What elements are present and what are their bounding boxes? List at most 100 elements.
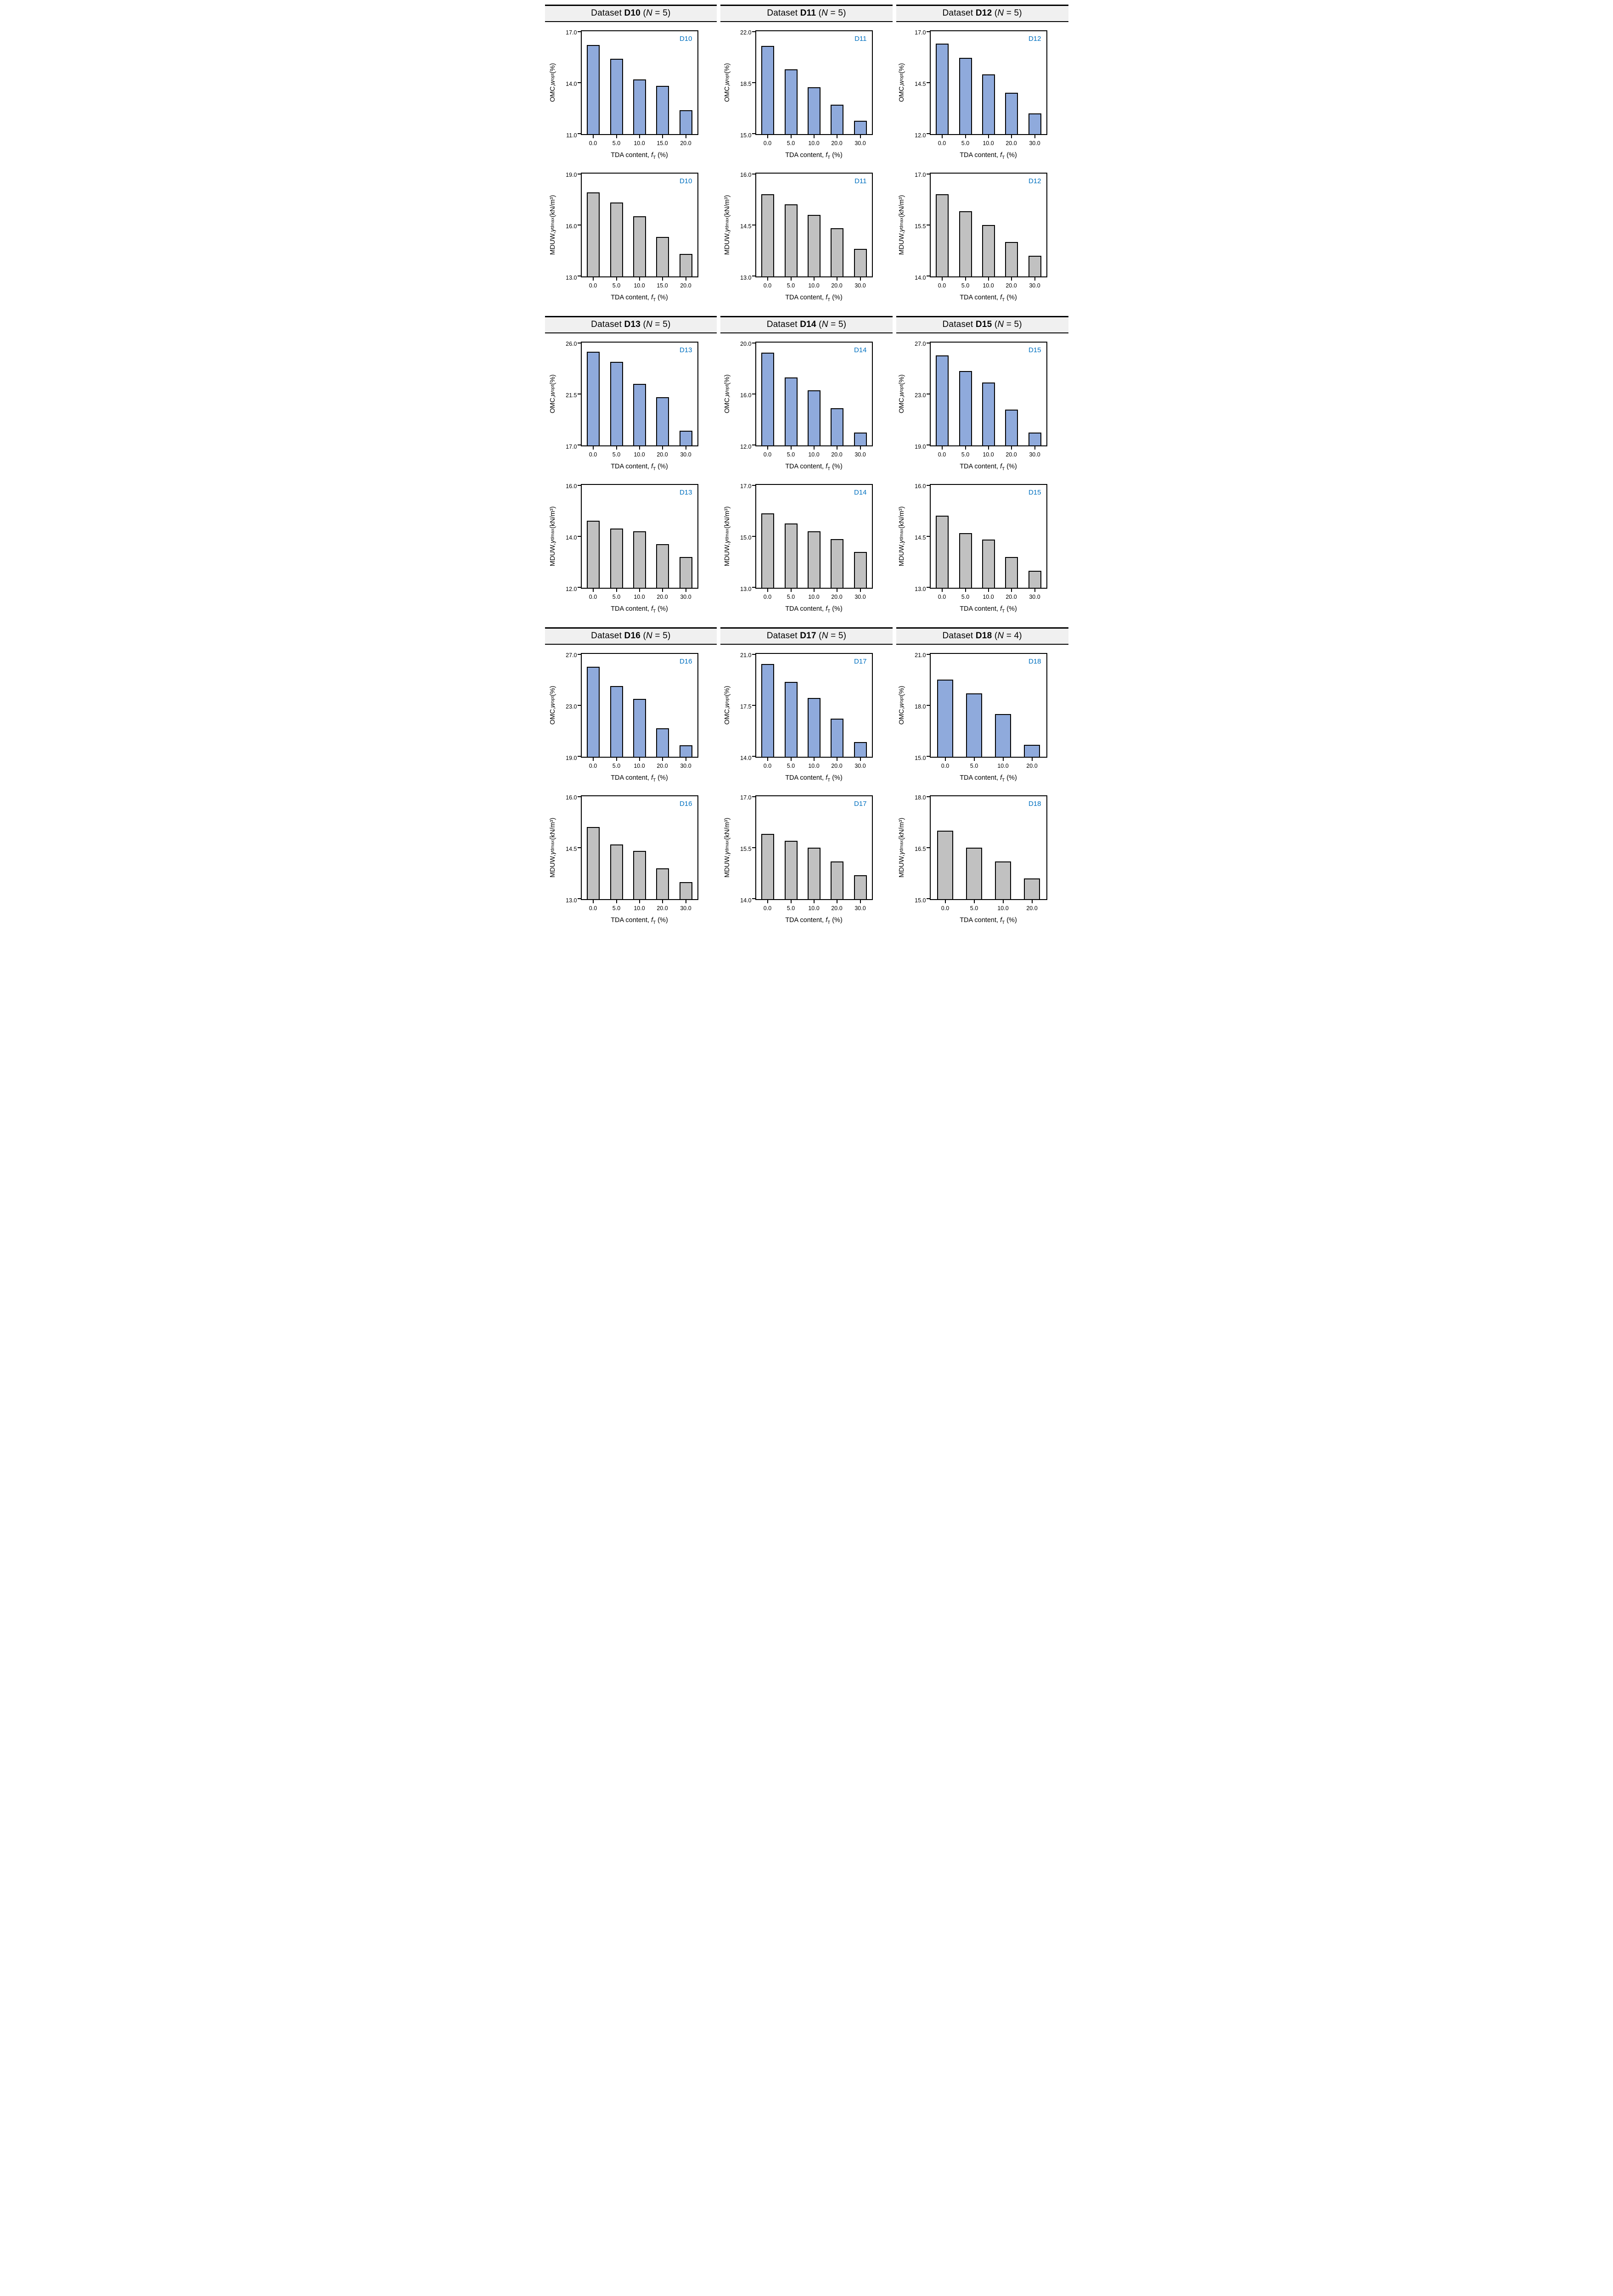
y-tick-mark bbox=[752, 796, 756, 797]
chart-d17-mduw: MDUW, γ dmax (kN/m³) D17 14.0 15.5 17.0 0.0 5.0… bbox=[719, 789, 894, 931]
bar-5.0-pct bbox=[959, 58, 972, 134]
x-tick-mark bbox=[965, 277, 966, 281]
chart-d15-mduw: MDUW, γ dmax (kN/m³) D15 13.0 14.5 16.0 0.0 5.0… bbox=[894, 478, 1068, 620]
bar-20.0-pct bbox=[1005, 242, 1018, 276]
x-tick-mark bbox=[662, 589, 663, 592]
x-tick-mark bbox=[813, 135, 815, 138]
y-tick-label: 14.0 bbox=[915, 275, 926, 281]
x-tick-mark bbox=[790, 135, 792, 138]
bar-10.0-pct bbox=[633, 531, 646, 588]
x-tick-mark bbox=[639, 900, 640, 903]
y-tick-mark bbox=[577, 847, 582, 848]
chart-d15-omc: OMC, w opt (%) D15 19.0 23.0 27.0 0.0 5.0 10.0 20… bbox=[894, 335, 1068, 478]
x-tick-label: 30.0 bbox=[854, 140, 866, 146]
x-tick-mark bbox=[965, 589, 966, 592]
dataset-corner-label: D10 bbox=[679, 177, 692, 185]
x-tick-mark bbox=[767, 277, 768, 281]
x-tick-mark bbox=[1011, 589, 1012, 592]
x-tick-label: 20.0 bbox=[1026, 763, 1038, 769]
y-tick-mark bbox=[752, 705, 756, 706]
x-tick-label: 20.0 bbox=[657, 451, 668, 458]
x-tick-label: 10.0 bbox=[808, 905, 820, 912]
x-tick-label: 5.0 bbox=[612, 594, 621, 600]
bar-0.0-pct bbox=[586, 192, 600, 276]
x-axis-title: TDA content, fT (%) bbox=[960, 917, 1017, 925]
plot-box: D18 15.0 18.0 21.0 0.0 5.0 10.0 20.0 TDA content… bbox=[915, 652, 1047, 783]
y-tick-label: 16.0 bbox=[915, 483, 926, 490]
x-tick-mark bbox=[1034, 589, 1035, 592]
plot-area-column: D11 15.0 18.5 22.0 0.0 5.0 10.0 20.0 30.0 TDA con… bbox=[740, 29, 873, 160]
dataset-corner-label: D17 bbox=[854, 658, 867, 665]
x-axis-title: TDA content, fT (%) bbox=[611, 774, 668, 783]
mduw-charts-row: MDUW, γ dmax (kN/m³) D10 13.0 16.0 19.0 0.0 5.0… bbox=[545, 166, 1068, 309]
x-tick-mark bbox=[767, 135, 768, 138]
bar-0.0-pct bbox=[586, 521, 600, 588]
bar-30.0-pct bbox=[1028, 113, 1041, 134]
plot-area-column: D10 13.0 16.0 19.0 0.0 5.0 10.0 15.0 20.0 TDA con… bbox=[566, 172, 698, 303]
dataset-corner-label: D11 bbox=[854, 177, 867, 185]
header-close-paren: = 5) bbox=[652, 320, 671, 329]
x-tick-mark bbox=[965, 446, 966, 450]
x-tick-label: 5.0 bbox=[612, 763, 621, 769]
x-tick-mark bbox=[1011, 277, 1012, 281]
header-close-paren: = 5) bbox=[828, 631, 847, 641]
header-n-symbol: N bbox=[821, 320, 828, 329]
bar-30.0-pct bbox=[679, 557, 692, 588]
bar-5.0-pct bbox=[610, 59, 623, 134]
bar-0.0-pct bbox=[935, 44, 949, 134]
x-tick-label: 5.0 bbox=[961, 451, 970, 458]
header-open-paren: ( bbox=[992, 320, 998, 329]
plot-box: D10 13.0 16.0 19.0 0.0 5.0 10.0 15.0 20.0 TDA con… bbox=[566, 172, 698, 303]
x-tick-mark bbox=[662, 446, 663, 450]
header-prefix: Dataset bbox=[942, 320, 976, 329]
x-tick-mark bbox=[973, 900, 975, 903]
x-tick-label: 30.0 bbox=[1029, 594, 1040, 600]
x-tick-mark bbox=[790, 758, 792, 761]
x-tick-mark bbox=[813, 758, 815, 761]
y-tick-label: 18.5 bbox=[740, 81, 752, 87]
y-tick-label: 14.0 bbox=[740, 755, 752, 761]
x-tick-mark bbox=[662, 758, 663, 761]
y-tick-mark bbox=[752, 82, 756, 83]
header-n-symbol: N bbox=[997, 8, 1004, 18]
y-tick-label: 16.0 bbox=[566, 794, 577, 801]
x-tick-mark bbox=[616, 446, 617, 450]
y-tick-label: 17.0 bbox=[740, 794, 752, 801]
x-tick-label: 15.0 bbox=[657, 140, 668, 146]
plot-area-column: D12 14.0 15.5 17.0 0.0 5.0 10.0 20.0 30.0 TDA con… bbox=[915, 172, 1047, 303]
bar-5.0-pct bbox=[784, 377, 798, 445]
y-tick-mark bbox=[752, 847, 756, 848]
x-tick-label: 20.0 bbox=[1006, 451, 1017, 458]
y-tick-label: 16.0 bbox=[566, 483, 577, 490]
bar-10.0-pct bbox=[982, 74, 995, 134]
x-axis-title: TDA content, fT (%) bbox=[785, 605, 843, 614]
plot-area-column: D14 12.0 16.0 20.0 0.0 5.0 10.0 20.0 30.0 TDA con… bbox=[740, 341, 873, 472]
x-axis-title: TDA content, fT (%) bbox=[960, 152, 1017, 160]
x-tick-label: 20.0 bbox=[1006, 594, 1017, 600]
x-tick-label: 5.0 bbox=[787, 763, 795, 769]
x-tick-label: 20.0 bbox=[657, 594, 668, 600]
y-tick-label: 14.0 bbox=[566, 81, 577, 87]
x-tick-label: 5.0 bbox=[787, 905, 795, 912]
y-tick-label: 21.5 bbox=[566, 392, 577, 399]
y-tick-mark bbox=[752, 31, 756, 32]
bar-0.0-pct bbox=[761, 834, 774, 899]
header-dataset-id: D14 bbox=[800, 320, 816, 329]
y-tick-label: 15.5 bbox=[740, 846, 752, 852]
y-tick-label: 19.0 bbox=[915, 444, 926, 450]
x-tick-mark bbox=[860, 277, 861, 281]
header-close-paren: = 4) bbox=[1004, 631, 1022, 641]
plot-box: D14 13.0 15.0 17.0 0.0 5.0 10.0 20.0 30.0 TDA con… bbox=[740, 483, 873, 614]
header-dataset-id: D10 bbox=[624, 8, 641, 18]
bar-30.0-pct bbox=[1028, 433, 1041, 445]
x-tick-label: 30.0 bbox=[680, 763, 691, 769]
header-close-paren: = 5) bbox=[828, 8, 846, 18]
bar-5.0-pct bbox=[959, 533, 972, 588]
x-tick-label: 30.0 bbox=[854, 594, 866, 600]
y-tick-mark bbox=[926, 705, 931, 706]
x-tick-mark bbox=[941, 277, 943, 281]
bar-5.0-pct bbox=[610, 203, 623, 276]
plot-box: D17 14.0 17.5 21.0 0.0 5.0 10.0 20.0 30.0 TDA con… bbox=[740, 652, 873, 783]
bar-20.0-pct bbox=[830, 408, 843, 445]
plot-area-column: D16 19.0 23.0 27.0 0.0 5.0 10.0 20.0 30.0 TDA con… bbox=[566, 652, 698, 783]
